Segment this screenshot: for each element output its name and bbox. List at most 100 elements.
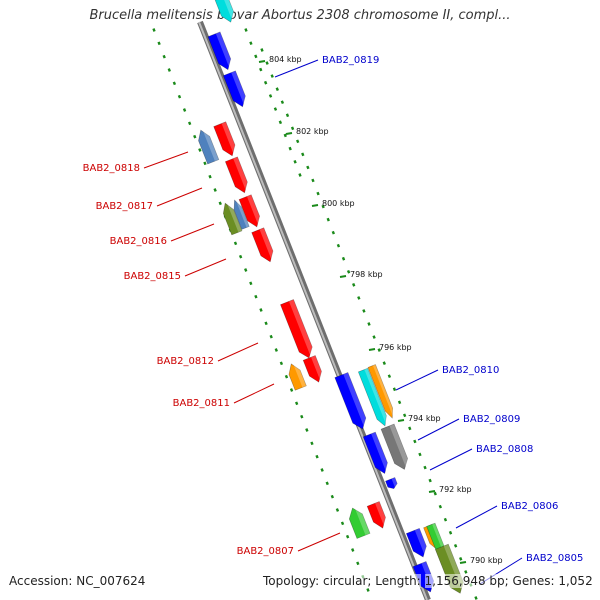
leader-line-forward — [429, 448, 473, 471]
gene-label-reverse[interactable]: BAB2_0811 — [173, 398, 230, 409]
outer-dotted-ring — [152, 28, 370, 592]
mid-ring-dot — [263, 80, 268, 85]
gene-arrow-shine — [389, 424, 408, 469]
gene-label-forward[interactable]: BAB2_0806 — [501, 501, 558, 512]
outer-ring-dot — [305, 428, 309, 432]
inner-ring-dot — [280, 100, 285, 105]
inner-ring-dot — [453, 543, 458, 548]
outer-ring-dot — [279, 361, 284, 366]
gene-label-reverse[interactable]: BAB2_0815 — [124, 271, 181, 282]
gene-arrow[interactable] — [238, 194, 263, 230]
middle-dotted-ring — [244, 28, 302, 177]
gene-arrow-shine — [233, 156, 248, 193]
gene-arrow[interactable] — [366, 501, 389, 531]
gene-arrow[interactable] — [207, 31, 234, 72]
gene-arrow[interactable] — [357, 367, 389, 427]
inner-ring-dot — [464, 570, 468, 574]
ruler-tick — [285, 132, 293, 135]
gene-arrow-body — [357, 367, 387, 427]
gene-label-reverse[interactable]: BAB2_0817 — [96, 201, 153, 212]
gene-arrow-shine — [259, 227, 273, 262]
gene-arrow[interactable] — [405, 528, 429, 559]
inner-ring-dot — [352, 283, 356, 287]
gene-arrow-body — [380, 423, 408, 470]
gene-arrow[interactable] — [222, 70, 248, 109]
ruler-tick — [428, 490, 436, 493]
gene-arrow[interactable] — [220, 201, 243, 236]
outer-ring-dot — [187, 121, 192, 126]
ruler-label: 794 kbp — [408, 414, 441, 423]
gene-label-reverse[interactable]: BAB2_0812 — [157, 356, 214, 367]
gene-arrow-body — [366, 501, 386, 529]
inner-ring-dot — [285, 113, 290, 118]
inner-ring-dot — [357, 296, 361, 300]
mid-ring-dot — [244, 28, 248, 32]
outer-ring-dot — [264, 321, 268, 326]
gene-arrow[interactable] — [385, 477, 399, 491]
gene-arrow[interactable] — [280, 299, 315, 361]
outer-ring-dot — [244, 268, 248, 272]
inner-ring-dot — [270, 74, 274, 78]
gene-arrow[interactable] — [302, 355, 325, 385]
leader-line-reverse — [297, 532, 341, 552]
gene-label-reverse[interactable]: BAB2_0818 — [83, 163, 140, 174]
leader-line-forward — [455, 505, 498, 529]
gene-label-forward[interactable]: BAB2_0805 — [526, 553, 583, 564]
leader-line-forward — [274, 59, 319, 78]
inner-ring-dot — [367, 322, 371, 326]
gene-arrow-body — [367, 364, 393, 419]
gene-arrow[interactable] — [367, 364, 396, 419]
gene-arrow[interactable] — [224, 156, 250, 195]
gene-arrow-shine — [311, 355, 322, 382]
gene-label-forward[interactable]: BAB2_0819 — [322, 55, 379, 66]
gene-arrow-shine — [414, 528, 427, 557]
mid-ring-dot — [293, 159, 297, 164]
outer-ring-dot — [254, 294, 258, 299]
gene-arrow-shine — [364, 368, 387, 426]
inner-ring-dot — [448, 530, 453, 535]
gene-label-reverse[interactable]: BAB2_0807 — [237, 546, 294, 557]
genes-label: Genes: — [512, 574, 555, 588]
inner-ring-dot — [362, 309, 366, 313]
leader-line-reverse — [170, 223, 215, 242]
gene-arrow-shine — [202, 129, 219, 162]
gene-arrow[interactable] — [251, 227, 277, 264]
gene-arrow[interactable] — [380, 423, 411, 472]
mid-ring-dot — [268, 94, 273, 98]
gene-arrow[interactable] — [286, 362, 307, 391]
inner-ring-dot — [459, 557, 463, 561]
gene-arrow-body — [251, 227, 274, 263]
inner-ring-dot — [402, 413, 407, 418]
gene-arrow[interactable] — [213, 121, 239, 158]
outer-ring-dot — [315, 454, 319, 459]
gene-arrow-shine — [292, 363, 307, 388]
inner-ring-dot — [418, 452, 422, 457]
outer-ring-dot — [284, 374, 289, 379]
genome-stats: Topology: circular; Length: 1,156,948 bp… — [263, 574, 593, 588]
gene-arrow[interactable] — [214, 0, 237, 24]
gene-label-forward[interactable]: BAB2_0810 — [442, 365, 499, 376]
gene-arrow[interactable] — [195, 128, 220, 165]
gene-label-forward[interactable]: BAB2_0808 — [476, 444, 533, 455]
gene-arrow[interactable] — [434, 543, 466, 596]
gene-label-reverse[interactable]: BAB2_0816 — [110, 236, 167, 247]
inner-ring-dot — [382, 361, 386, 365]
gene-arrow-body — [280, 299, 313, 359]
ruler-label: 802 kbp — [296, 127, 329, 136]
gene-arrow-shine — [215, 31, 231, 69]
outer-ring-dot — [193, 134, 197, 139]
outer-ring-dot — [300, 414, 304, 419]
outer-ring-dot — [340, 521, 345, 526]
gene-arrow-shine — [391, 477, 398, 489]
gene-label-forward[interactable]: BAB2_0809 — [463, 414, 520, 425]
ruler-label: 792 kbp — [439, 485, 472, 494]
inner-ring-dot — [265, 61, 269, 65]
gene-arrow-shine — [223, 0, 234, 22]
gene-arrow[interactable] — [346, 505, 371, 539]
inner-ring-dot — [438, 504, 443, 509]
leader-line-forward — [395, 369, 439, 391]
gene-arrow[interactable] — [362, 431, 391, 476]
inner-ring-dot — [372, 335, 376, 339]
gene-arrow[interactable] — [334, 372, 369, 431]
gene-arrow[interactable] — [231, 199, 250, 230]
